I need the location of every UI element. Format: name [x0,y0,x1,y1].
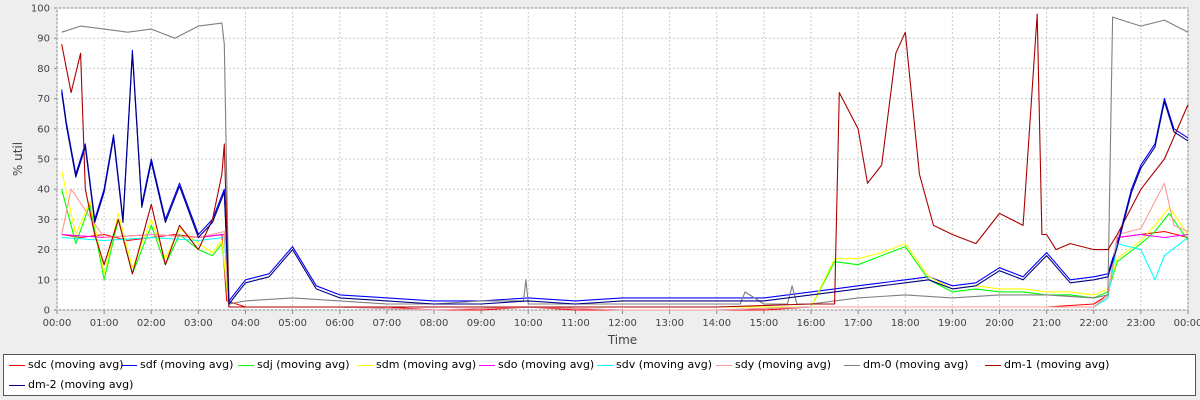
series-line-0 [61,230,1189,311]
legend-item: sdc (moving avg) [9,358,124,372]
x-tick-label: 07:00 [372,318,401,329]
x-tick-label: 12:00 [608,318,637,329]
legend-item: dm-0 (moving avg) [844,358,968,372]
x-tick-label: 22:00 [1079,318,1108,329]
legend-swatch [985,364,1001,366]
legend-label: sdy (moving avg) [735,358,831,371]
legend-label: sdj (moving avg) [257,358,350,371]
y-tick-label: 50 [37,155,50,166]
y-tick-label: 40 [37,185,50,196]
x-tick-label: 00:00 [1174,318,1200,329]
x-tick-label: 05:00 [278,318,307,329]
x-tick-label: 04:00 [231,318,260,329]
legend-swatch [479,364,495,366]
y-tick-label: 70 [37,94,50,105]
legend-item: sdf (moving avg) [121,358,233,372]
x-tick-label: 13:00 [655,318,684,329]
legend-label: sdo (moving avg) [498,358,595,371]
legend-item: sdv (moving avg) [597,358,712,372]
x-tick-label: 10:00 [514,318,543,329]
y-tick-label: 60 [37,124,50,135]
chart-legend: sdc (moving avg) sdf (moving avg) sdj (mov… [3,354,1196,396]
legend-swatch [121,364,137,366]
x-tick-label: 09:00 [467,318,496,329]
y-tick-label: 90 [37,34,50,45]
legend-label: dm-0 (moving avg) [863,358,969,371]
legend-item: sdm (moving avg) [357,358,476,372]
legend-swatch [9,364,25,366]
legend-item: dm-1 (moving avg) [985,358,1109,372]
legend-swatch [357,364,373,366]
legend-item: sdo (moving avg) [479,358,594,372]
x-tick-label: 02:00 [137,318,166,329]
legend-label: sdc (moving avg) [28,358,124,371]
legend-label: dm-2 (moving avg) [28,378,134,391]
legend-swatch [238,364,254,366]
x-tick-label: 23:00 [1126,318,1155,329]
y-tick-label: 80 [37,64,50,75]
y-tick-label: 20 [37,245,50,256]
x-tick-label: 18:00 [891,318,920,329]
y-tick-label: 0 [44,306,50,317]
series-line-8 [61,13,1189,308]
legend-swatch [716,364,732,366]
line-chart: 0 10 20 30 40 50 60 70 80 90 100 00:00 01:00 02:00 03:… [11,4,1200,348]
series-line-6 [61,182,1189,311]
y-tick-label: 30 [37,215,50,226]
series-line-7 [61,16,1189,305]
series-line-9 [61,52,1189,305]
x-tick-label: 17:00 [844,318,873,329]
y-axis-label: % util [11,142,25,176]
y-tick-label: 100 [31,4,50,15]
x-tick-label: 03:00 [184,318,213,329]
legend-label: sdf (moving avg) [140,358,234,371]
x-tick-label: 19:00 [938,318,967,329]
legend-item: sdj (moving avg) [238,358,350,372]
x-tick-label: 14:00 [702,318,731,329]
x-tick-label: 00:00 [43,318,72,329]
x-tick-label: 15:00 [749,318,778,329]
legend-item: sdy (moving avg) [716,358,831,372]
x-tick-label: 06:00 [325,318,354,329]
legend-swatch [9,384,25,386]
x-tick-label: 11:00 [561,318,590,329]
x-tick-label: 16:00 [797,318,826,329]
y-tick-label: 10 [37,275,50,286]
x-tick-label: 01:00 [90,318,119,329]
x-tick-label: 20:00 [985,318,1014,329]
legend-item: dm-2 (moving avg) [9,378,133,392]
legend-swatch [844,364,860,366]
legend-label: dm-1 (moving avg) [1004,358,1110,371]
legend-label: sdv (moving avg) [616,358,712,371]
x-axis-label: Time [607,333,637,347]
legend-swatch [597,364,613,366]
legend-label: sdm (moving avg) [376,358,477,371]
x-tick-label: 08:00 [420,318,449,329]
x-tick-label: 21:00 [1032,318,1061,329]
